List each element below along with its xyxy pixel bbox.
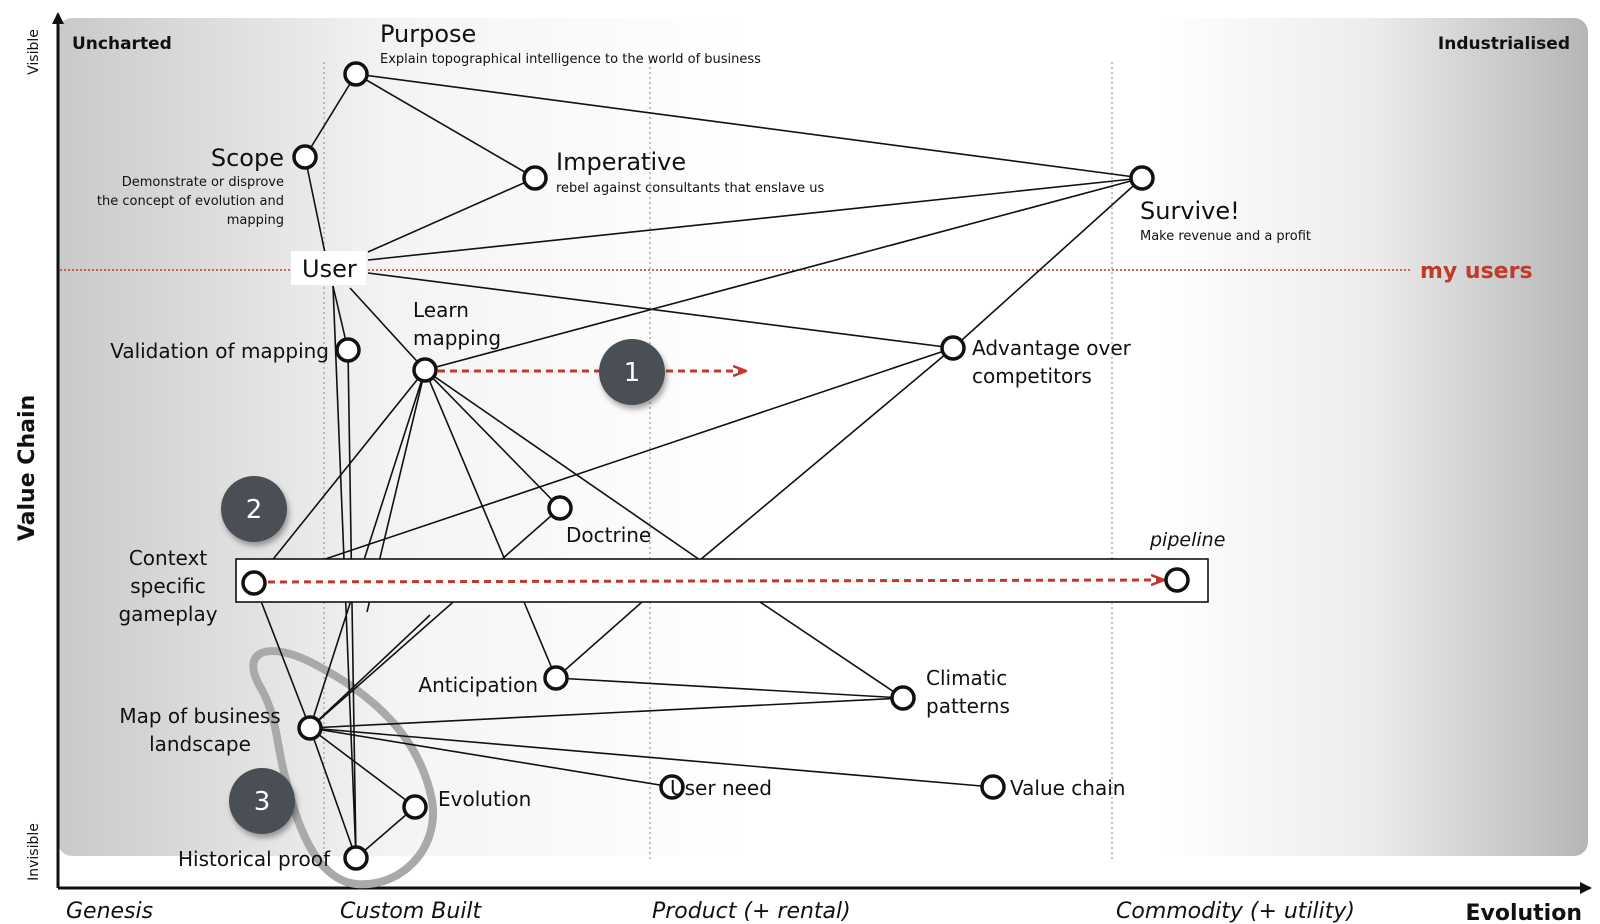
validation-title: Validation of mapping [110, 339, 329, 363]
map-background [58, 18, 1588, 856]
climatic-line1: Climatic [926, 666, 1007, 690]
scope-desc-1: Demonstrate or disprove [122, 175, 284, 190]
purpose-title: Purpose [380, 20, 476, 48]
anticipation-title: Anticipation [418, 673, 538, 697]
context-line1: Context [129, 546, 208, 570]
user-need-title: User need [670, 776, 772, 800]
purpose-desc: Explain topographical intelligence to th… [380, 52, 761, 67]
node-imperative[interactable] [522, 165, 548, 191]
pipeline-box [235, 558, 1209, 603]
node-climatic[interactable] [890, 685, 916, 711]
node-doctrine[interactable] [547, 495, 573, 521]
context-line3: gameplay [118, 602, 217, 626]
node-context[interactable] [241, 570, 267, 596]
node-advantage[interactable] [940, 335, 966, 361]
badge-3: 3 [229, 768, 295, 834]
survive-desc: Make revenue and a profit [1140, 229, 1311, 244]
nodes [241, 61, 1190, 871]
node-user-need[interactable] [659, 774, 685, 800]
node-validation[interactable] [335, 337, 361, 363]
pipeline-movement-arrow [267, 580, 1163, 582]
y-axis-visible: Visible [26, 29, 42, 75]
user-label-backing [291, 251, 366, 285]
climatic-line2: patterns [926, 694, 1010, 718]
pipeline-label: pipeline [1149, 529, 1225, 551]
badge-1-label: 1 [624, 358, 641, 388]
uncharted-label: Uncharted [72, 34, 172, 54]
scope-desc-2: the concept of evolution and [97, 194, 284, 209]
map-business-line1: Map of business [119, 704, 280, 728]
evolution-title: Evolution [438, 787, 531, 811]
advantage-line1: Advantage over [972, 336, 1132, 360]
stage-commodity: Commodity (+ utility) [1116, 899, 1355, 924]
advantage-line2: competitors [972, 364, 1092, 388]
stage-custom-built: Custom Built [340, 899, 483, 924]
doctrine-title: Doctrine [566, 523, 651, 547]
survive-title: Survive! [1140, 197, 1240, 225]
badge-2-label: 2 [246, 495, 263, 525]
badge-1: 1 [599, 339, 665, 405]
learn-mapping-line1: Learn [413, 298, 469, 322]
node-evolution[interactable] [402, 794, 428, 820]
node-value-chain[interactable] [980, 774, 1006, 800]
node-survive[interactable] [1129, 165, 1155, 191]
badge-3-label: 3 [254, 787, 271, 817]
industrialised-label: Industrialised [1438, 34, 1570, 54]
node-map-business[interactable] [297, 715, 323, 741]
map-business-line2: landscape [149, 732, 251, 756]
user-label: User [302, 255, 357, 283]
node-purpose[interactable] [343, 61, 369, 87]
scope-desc-3: mapping [227, 213, 284, 228]
historical-title: Historical proof [178, 847, 331, 871]
stage-product: Product (+ rental) [652, 899, 851, 924]
node-scope[interactable] [292, 144, 318, 170]
node-learn-mapping[interactable] [412, 357, 438, 383]
stage-genesis: Genesis [66, 899, 153, 924]
node-anticipation[interactable] [543, 665, 569, 691]
scope-title: Scope [211, 144, 284, 172]
my-users-label: my users [1420, 259, 1533, 284]
y-axis-title: Value Chain [15, 395, 40, 541]
value-chain-title: Value chain [1010, 776, 1125, 800]
y-axis-invisible: Invisible [26, 823, 42, 881]
node-historical[interactable] [343, 845, 369, 871]
node-pipeline[interactable] [1164, 567, 1190, 593]
badge-2: 2 [221, 476, 287, 542]
imperative-desc: rebel against consultants that enslave u… [556, 181, 825, 196]
context-line2: specific [130, 574, 206, 598]
learn-mapping-line2: mapping [413, 326, 501, 350]
imperative-title: Imperative [556, 148, 686, 176]
x-axis-title: Evolution [1465, 901, 1582, 924]
